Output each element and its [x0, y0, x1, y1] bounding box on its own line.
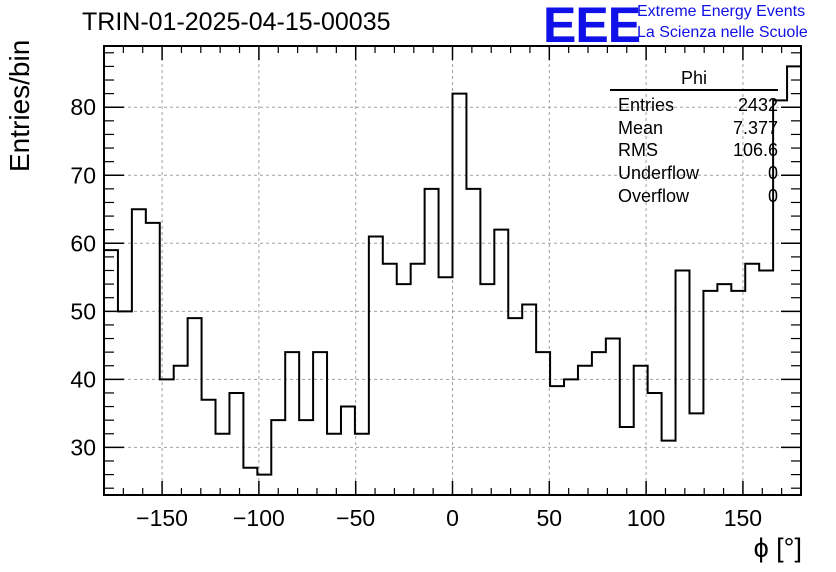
x-tick-labels: −150 −100 −50 0 50 100 150 [136, 505, 762, 531]
y-tick-label: 70 [70, 162, 96, 188]
stats-label: Mean [618, 117, 664, 138]
y-tick-label: 50 [70, 298, 96, 324]
y-tick-label: 80 [70, 94, 96, 120]
chart-title: TRIN-01-2025-04-15-00035 [82, 8, 391, 36]
stats-title: Phi [610, 68, 778, 91]
stats-box: Phi Entries 2432 Mean 7.377 RMS 106.6 Un… [610, 68, 778, 207]
y-tick-labels: 30 40 50 60 70 80 [70, 94, 96, 460]
stats-value: 2432 [737, 95, 778, 115]
axis-ticks [103, 46, 802, 495]
stats-label: Entries [618, 95, 675, 115]
stats-value: 7.377 [732, 117, 778, 138]
stats-value: 0 [767, 185, 778, 206]
x-tick-label: 0 [446, 505, 459, 531]
x-tick-label: −50 [336, 505, 375, 531]
x-axis-label: ϕ [°] [753, 533, 802, 563]
histogram-outline [103, 65, 802, 495]
stats-row-overflow: Overflow 0 [610, 185, 778, 208]
stats-label: RMS [618, 140, 658, 161]
x-tick-label: 50 [537, 505, 563, 531]
x-tick-label: −150 [136, 505, 188, 531]
stats-row-entries: Entries 2432 [610, 94, 778, 117]
y-axis-label: Entries/bin [4, 39, 35, 172]
stats-row-rms: RMS 106.6 [610, 139, 778, 162]
y-tick-label: 30 [70, 434, 96, 460]
x-tick-label: 150 [724, 505, 762, 531]
x-tick-label: −100 [233, 505, 285, 531]
stats-value: 0 [767, 163, 778, 184]
stats-row-mean: Mean 7.377 [610, 117, 778, 140]
stats-row-underflow: Underflow 0 [610, 162, 778, 185]
stats-value: 106.6 [732, 140, 778, 161]
brand-line-2: La Scienza nelle Scuole [637, 24, 808, 41]
brand-line-1: Extreme Energy Events [637, 3, 806, 20]
stats-label: Overflow [618, 185, 690, 206]
y-tick-label: 40 [70, 366, 96, 392]
x-tick-label: 100 [627, 505, 665, 531]
stats-label: Underflow [618, 163, 700, 184]
y-tick-label: 60 [70, 230, 96, 256]
eee-logo: EEE [543, 0, 641, 53]
